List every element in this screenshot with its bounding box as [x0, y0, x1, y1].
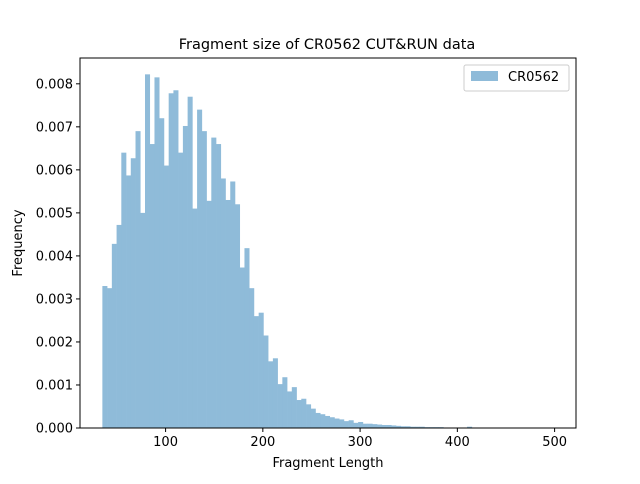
plot-frame [79, 57, 577, 429]
histogram-bar [211, 137, 217, 428]
legend-swatch [471, 71, 498, 81]
y-tick-label: 0.002 [36, 335, 73, 350]
histogram-bar [301, 398, 307, 428]
histogram-bar [400, 426, 406, 428]
histogram-bar [386, 424, 392, 428]
histogram-bar [396, 425, 402, 428]
x-tick-label: 300 [348, 435, 373, 450]
histogram-bar [121, 152, 127, 428]
y-tick-label: 0.000 [36, 422, 73, 437]
histogram-bar [135, 131, 141, 428]
histogram-bar [343, 421, 349, 428]
legend: CR0562 [463, 64, 570, 92]
chart-title: Fragment size of CR0562 CUT&RUN data [179, 37, 476, 53]
histogram-bar [306, 404, 312, 428]
histogram-bar [253, 316, 259, 428]
y-tick-label: 0.004 [36, 249, 73, 264]
histogram-bar [310, 408, 316, 428]
histogram-bar [287, 391, 293, 428]
histogram-bar [107, 288, 113, 428]
histogram-bar [249, 288, 255, 428]
histogram-bar [145, 74, 151, 428]
histogram-bar [159, 118, 165, 428]
histogram-bar [329, 417, 335, 428]
histogram-bar [405, 426, 411, 428]
histogram-bar [216, 144, 222, 429]
histogram-bar [230, 181, 236, 428]
histogram-bar [419, 426, 425, 428]
histogram-bar [149, 144, 155, 429]
histogram-bar [116, 224, 122, 428]
histogram-bar [234, 204, 241, 428]
histogram-bar [268, 361, 274, 428]
histogram-bar [163, 165, 169, 428]
y-axis-label: Frequency [11, 209, 26, 276]
histogram-bar [367, 423, 373, 428]
histogram-bar [173, 90, 179, 429]
histogram-bar [291, 387, 297, 428]
histogram-bar [206, 200, 212, 428]
histogram-bar [201, 131, 207, 428]
histogram-bar [381, 424, 387, 428]
x-tick-label: 100 [153, 435, 178, 450]
histogram-bar [277, 384, 283, 428]
histogram-bar [102, 286, 108, 428]
y-tick-label: 0.003 [36, 292, 73, 307]
histogram-bar [258, 312, 264, 428]
histogram-bar [126, 175, 132, 428]
histogram-bar [410, 426, 416, 428]
histogram-bar [187, 96, 193, 428]
histogram-bar [358, 421, 364, 428]
y-tick-label: 0.008 [36, 77, 73, 92]
y-tick-label: 0.007 [36, 120, 73, 135]
histogram-bar [168, 93, 174, 428]
y-tick-label: 0.005 [36, 206, 73, 221]
histogram-bar [391, 425, 397, 428]
histogram-bar [130, 158, 136, 429]
y-tick-label: 0.006 [36, 163, 73, 178]
histogram-bar [197, 109, 203, 428]
x-axis: 100 200 300 400 500 [153, 428, 567, 450]
histogram-bar [320, 414, 326, 428]
histogram-bar [296, 400, 302, 428]
histogram-bar [178, 152, 184, 428]
legend-label: CR0562 [508, 70, 559, 85]
histogram-bar [348, 420, 354, 428]
histogram-bar [377, 424, 383, 428]
x-axis-label: Fragment Length [272, 456, 383, 471]
histogram-bar [111, 243, 117, 428]
histogram-bar [244, 248, 250, 428]
histogram-bar [140, 212, 146, 428]
x-tick-label: 400 [445, 435, 470, 450]
histogram-bar [263, 335, 269, 428]
histogram-bar [324, 415, 331, 428]
histogram-bar [362, 423, 368, 428]
histogram-bar [220, 178, 226, 428]
histogram-bar [225, 199, 231, 428]
histogram-bars [102, 74, 510, 429]
histogram-bar [315, 412, 321, 428]
histogram-bar [239, 267, 245, 428]
histogram-bar [272, 358, 278, 428]
x-tick-label: 500 [542, 435, 567, 450]
histogram-bar [467, 426, 473, 428]
histogram-bar [334, 418, 340, 428]
histogram-bar [353, 422, 359, 428]
histogram-bar [372, 424, 378, 428]
histogram-bar [154, 77, 160, 429]
histogram-bar [339, 419, 345, 428]
histogram-bar [182, 125, 188, 428]
histogram-bar [414, 426, 421, 428]
y-tick-label: 0.001 [36, 378, 73, 393]
histogram-bar [282, 377, 288, 428]
histogram-bar [192, 208, 198, 428]
y-axis: 0.000 0.001 0.002 0.003 0.004 0.005 0.006 0.007… [36, 77, 80, 437]
x-tick-label: 200 [250, 435, 275, 450]
